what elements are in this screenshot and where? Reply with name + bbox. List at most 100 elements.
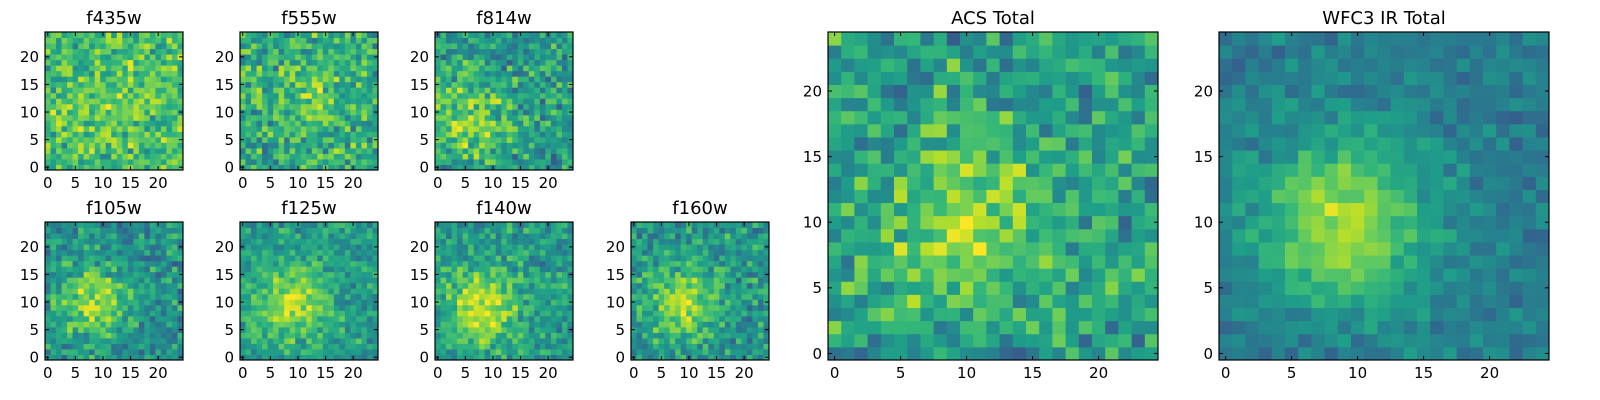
- heatmap-cell: [741, 233, 748, 240]
- heatmap-cell: [267, 59, 274, 66]
- heatmap-cell: [746, 255, 753, 262]
- heatmap-cell: [1078, 281, 1093, 295]
- heatmap-cell: [262, 43, 269, 50]
- heatmap-cell: [116, 37, 123, 44]
- heatmap-cell: [339, 37, 346, 44]
- heatmap-cell: [719, 310, 726, 317]
- heatmap-cell: [752, 343, 759, 350]
- heatmap-cell: [517, 59, 524, 66]
- heatmap-cell: [111, 98, 118, 105]
- heatmap-cell: [177, 348, 184, 355]
- heatmap-cell: [501, 114, 508, 121]
- heatmap-cell: [83, 343, 90, 350]
- heatmap-cell: [78, 131, 85, 138]
- heatmap-cell: [133, 227, 140, 234]
- heatmap-cell: [50, 321, 57, 328]
- heatmap-cell: [457, 158, 464, 165]
- heatmap-cell: [67, 65, 74, 72]
- heatmap-cell: [344, 321, 351, 328]
- heatmap-cell: [89, 310, 96, 317]
- heatmap-cell: [1105, 215, 1119, 230]
- heatmap-cell: [556, 131, 563, 138]
- heatmap-cell: [680, 249, 687, 256]
- x-ticks: 0 5 10 15 20: [238, 222, 363, 382]
- heatmap-cell: [83, 271, 90, 278]
- heatmap-cell: [355, 131, 362, 138]
- heatmap-cell: [484, 271, 491, 278]
- heatmap-cell: [105, 142, 112, 149]
- heatmap-cell: [56, 43, 63, 50]
- heatmap-cell: [451, 59, 458, 66]
- y-tick-label: 15: [215, 266, 234, 284]
- heatmap-cell: [284, 326, 291, 333]
- heatmap-cell: [284, 222, 291, 229]
- heatmap-cell: [105, 43, 112, 50]
- x-tick-label: 15: [316, 364, 335, 382]
- heatmap-cell: [240, 249, 247, 256]
- heatmap-cell: [311, 81, 318, 88]
- heatmap-cell: [719, 277, 726, 284]
- heatmap-cell: [138, 136, 145, 143]
- heatmap-cell: [446, 153, 453, 160]
- heatmap-cell: [686, 343, 693, 350]
- heatmap-cell: [366, 304, 373, 311]
- heatmap-cell: [512, 153, 519, 160]
- heatmap-cell: [100, 288, 107, 295]
- heatmap-cell: [556, 81, 563, 88]
- heatmap-cell: [245, 233, 252, 240]
- heatmap-cell: [245, 271, 252, 278]
- heatmap-cell: [451, 238, 458, 245]
- heatmap-cell: [72, 343, 79, 350]
- heatmap-cell: [89, 321, 96, 328]
- heatmap-cell: [440, 37, 447, 44]
- heatmap-cell: [67, 282, 74, 289]
- heatmap-cell: [160, 142, 167, 149]
- x-ticks: 0 5 10 15 20: [43, 222, 168, 382]
- heatmap-cell: [105, 255, 112, 262]
- heatmap-cell: [50, 315, 57, 322]
- heatmap-cell: [534, 158, 541, 165]
- heatmap-cell: [289, 65, 296, 72]
- heatmap-cell: [116, 147, 123, 154]
- heatmap-cell: [658, 227, 665, 234]
- heatmap-cell: [933, 294, 948, 309]
- heatmap-cell: [567, 32, 574, 39]
- heatmap-cell: [517, 153, 524, 160]
- heatmap-cell: [907, 255, 921, 269]
- heatmap-cell: [111, 125, 118, 132]
- heatmap-cell: [251, 271, 258, 278]
- heatmap-cell: [83, 304, 90, 311]
- heatmap-cell: [545, 131, 552, 138]
- heatmap-cell: [160, 288, 167, 295]
- heatmap-cell: [339, 142, 346, 149]
- heatmap-cell: [177, 120, 184, 127]
- heatmap-cell: [311, 43, 318, 50]
- heatmap-cell: [166, 43, 173, 50]
- heatmap-cell: [72, 293, 79, 300]
- x-ticks: 0 5 10 15 20: [238, 32, 363, 192]
- heatmap-cell: [56, 266, 63, 273]
- heatmap-cell: [295, 120, 302, 127]
- heatmap-cell: [746, 348, 753, 355]
- heatmap-cell: [828, 163, 842, 177]
- heatmap-cell: [664, 249, 671, 256]
- heatmap-cell: [372, 260, 379, 267]
- heatmap-cell: [528, 131, 535, 138]
- heatmap-cell: [160, 255, 167, 262]
- heatmap-cell: [105, 326, 112, 333]
- heatmap-cell: [306, 321, 313, 328]
- heatmap-cell: [61, 43, 68, 50]
- heatmap-cell: [56, 310, 63, 317]
- heatmap-cell: [841, 228, 855, 243]
- heatmap-cell: [440, 354, 447, 361]
- heatmap-cell: [451, 315, 458, 322]
- heatmap-cell: [149, 238, 156, 245]
- heatmap-cell: [1039, 202, 1053, 217]
- heatmap-cell: [355, 332, 362, 339]
- heatmap-cell: [528, 37, 535, 44]
- heatmap-cell: [763, 315, 770, 322]
- heatmap-cell: [686, 315, 693, 322]
- heatmap-cell: [907, 294, 921, 309]
- heatmap-cell: [567, 76, 574, 83]
